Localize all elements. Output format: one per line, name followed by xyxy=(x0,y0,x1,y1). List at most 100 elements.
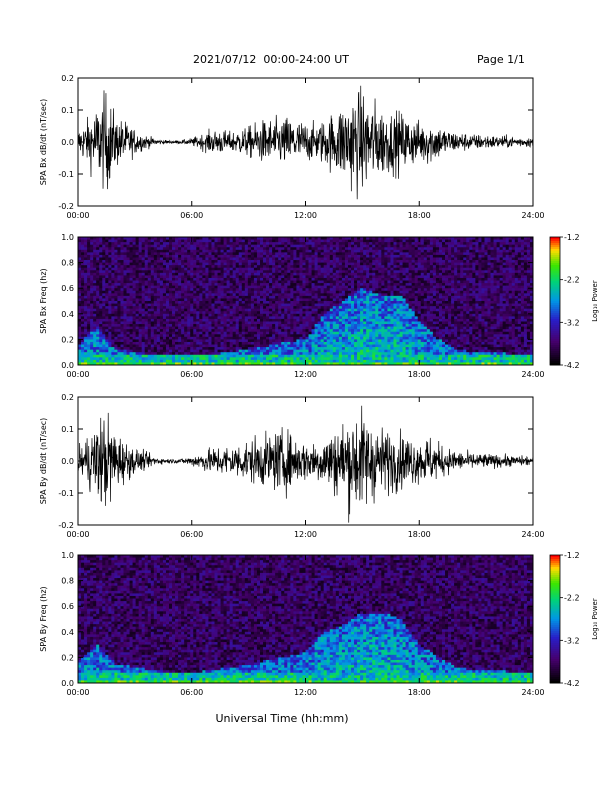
spectrogram-cell xyxy=(96,252,100,256)
spectrogram-cell xyxy=(132,237,137,240)
spectrogram-cell xyxy=(99,247,103,251)
spectrogram-cell xyxy=(253,357,258,361)
spectrogram-cell xyxy=(351,252,355,256)
spectrogram-cell xyxy=(132,352,137,356)
spectrogram-cell xyxy=(114,290,118,294)
spectrogram-cell xyxy=(78,362,82,366)
spectrogram-cell xyxy=(332,336,337,340)
spectrogram-cell xyxy=(87,306,91,310)
spectrogram-cell xyxy=(90,344,94,348)
spectrogram xyxy=(78,237,534,366)
spectrogram-cell xyxy=(78,247,82,251)
spectrogram-cell xyxy=(147,349,152,353)
spectrogram-cell xyxy=(105,313,109,317)
spectrogram-cell xyxy=(305,295,309,299)
spectrogram-cell xyxy=(150,352,155,356)
spectrogram-cell xyxy=(314,308,319,312)
spectrogram-cell xyxy=(290,242,294,246)
spectrogram-cell xyxy=(363,316,367,320)
spectrogram-cell xyxy=(93,272,97,276)
spectrogram-cell xyxy=(311,316,315,320)
spectrogram-cell xyxy=(120,262,124,266)
spectrogram-cell xyxy=(90,295,94,299)
spectrogram-cell xyxy=(260,237,264,240)
spectrogram-cell xyxy=(217,260,221,263)
y-axis-label: SPA Bx dB/dt (nT/sec) xyxy=(39,99,48,186)
spectrogram-cell xyxy=(114,262,118,266)
spectrogram-cell xyxy=(344,334,349,338)
spectrogram-cell xyxy=(169,359,173,363)
spectrogram-cell xyxy=(96,239,100,243)
spectrogram-cell xyxy=(193,316,197,320)
spectrogram-cell xyxy=(190,347,194,351)
spectrogram-cell xyxy=(369,272,373,276)
spectrogram-cell xyxy=(323,324,328,327)
spectrogram-cell xyxy=(311,336,315,340)
spectrogram-cell xyxy=(181,362,185,366)
spectrogram-cell xyxy=(150,331,155,335)
spectrogram-cell xyxy=(159,324,164,327)
spectrogram-cell xyxy=(96,344,100,348)
spectrogram-cell xyxy=(253,272,258,276)
spectrogram-cell xyxy=(123,329,127,333)
spectrogram-cell xyxy=(317,290,322,294)
spectrogram-cell xyxy=(250,280,255,284)
spectrogram-cell xyxy=(332,247,337,251)
spectrogram-cell xyxy=(84,275,88,279)
spectrogram-cell xyxy=(111,285,115,289)
spectrogram-cell xyxy=(111,308,115,312)
spectrogram-cell xyxy=(132,308,137,312)
spectrogram-cell xyxy=(369,298,373,302)
spectrogram-cell xyxy=(196,275,200,279)
spectrogram-cell xyxy=(175,270,179,274)
spectrogram-cell xyxy=(105,270,109,274)
spectrogram-cell xyxy=(247,352,252,356)
spectrogram-cell xyxy=(357,239,361,243)
spectrogram-cell xyxy=(178,239,182,243)
spectrogram-cell xyxy=(150,301,155,304)
spectrogram-cell xyxy=(357,280,361,284)
spectrogram-cell xyxy=(220,344,224,348)
spectrogram-cell xyxy=(326,239,331,243)
spectrogram-cell xyxy=(162,298,167,302)
spectrogram-cell xyxy=(87,303,91,307)
spectrogram-cell xyxy=(93,331,97,335)
spectrogram-cell xyxy=(260,308,264,312)
spectrogram-cell xyxy=(153,244,158,248)
spectrogram-cell xyxy=(84,244,88,248)
spectrogram-cell xyxy=(299,354,303,358)
spectrogram-cell xyxy=(290,298,294,302)
spectrogram-cell xyxy=(269,331,273,335)
x-tick-label: 12:00 xyxy=(294,211,317,220)
spectrogram-cell xyxy=(354,357,358,361)
spectrogram-cell xyxy=(308,344,312,348)
spectrogram-cell xyxy=(93,352,97,356)
spectrogram-cell xyxy=(269,285,273,289)
spectrogram-cell xyxy=(314,272,319,276)
spectrogram-cell xyxy=(181,318,185,322)
spectrogram-cell xyxy=(360,275,364,279)
spectrogram-cell xyxy=(196,244,200,248)
spectrogram-cell xyxy=(147,308,152,312)
spectrogram-cell xyxy=(232,280,237,284)
y-tick-label: 0.1 xyxy=(61,106,74,115)
spectrogram-cell xyxy=(153,272,158,276)
spectrogram-cell xyxy=(275,357,279,361)
spectrogram-cell xyxy=(341,357,346,361)
spectrogram-cell xyxy=(190,334,194,338)
spectrogram-cell xyxy=(238,254,243,258)
spectrogram-cell xyxy=(220,334,224,338)
spectrogram-cell xyxy=(314,306,319,310)
spectrogram-cell xyxy=(193,313,197,317)
spectrogram-cell xyxy=(147,306,152,310)
spectrogram-cell xyxy=(269,336,273,340)
spectrogram-cell xyxy=(360,313,364,317)
spectrogram-cell xyxy=(117,357,121,361)
spectrogram-cell xyxy=(369,280,373,284)
spectrogram-cell xyxy=(175,347,179,351)
spectrogram-cell xyxy=(162,244,167,248)
spectrogram-cell xyxy=(375,303,379,307)
spectrogram-cell xyxy=(299,311,303,315)
spectrogram-cell xyxy=(199,301,203,304)
spectrogram-cell xyxy=(96,336,100,340)
